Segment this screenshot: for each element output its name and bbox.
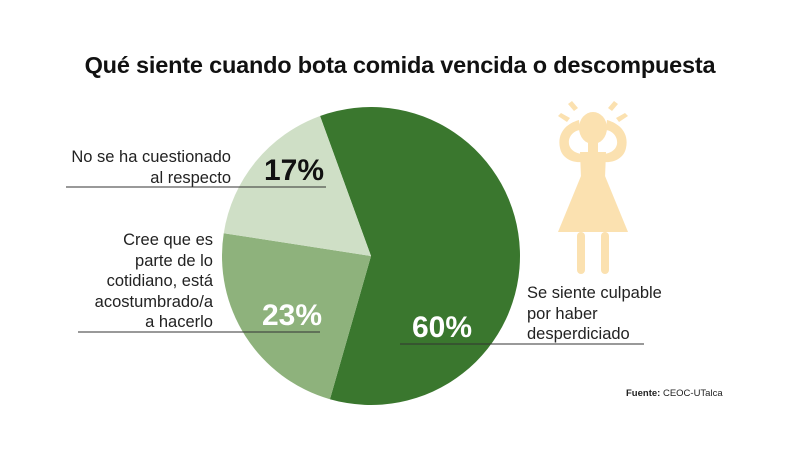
pct-label-17: 17% <box>264 154 324 187</box>
slice-label-17: No se ha cuestionado al respecto <box>71 148 231 187</box>
stressed-woman-icon <box>558 101 628 274</box>
pie-slice-23 <box>222 233 371 400</box>
chart-title: Qué siente cuando bota comida vencida o … <box>84 52 716 78</box>
slice-label-23: Cree que es parte de lo cotidiano, está … <box>94 231 213 331</box>
source-note: Fuente: CEOC-UTalca <box>626 388 723 399</box>
pie-slice-60 <box>320 107 520 406</box>
pie-slice-17 <box>223 115 371 256</box>
pct-label-23: 23% <box>262 299 322 332</box>
slice-label-60: Se siente culpable por haber desperdicia… <box>527 284 662 343</box>
pct-label-60: 60% <box>412 311 472 344</box>
